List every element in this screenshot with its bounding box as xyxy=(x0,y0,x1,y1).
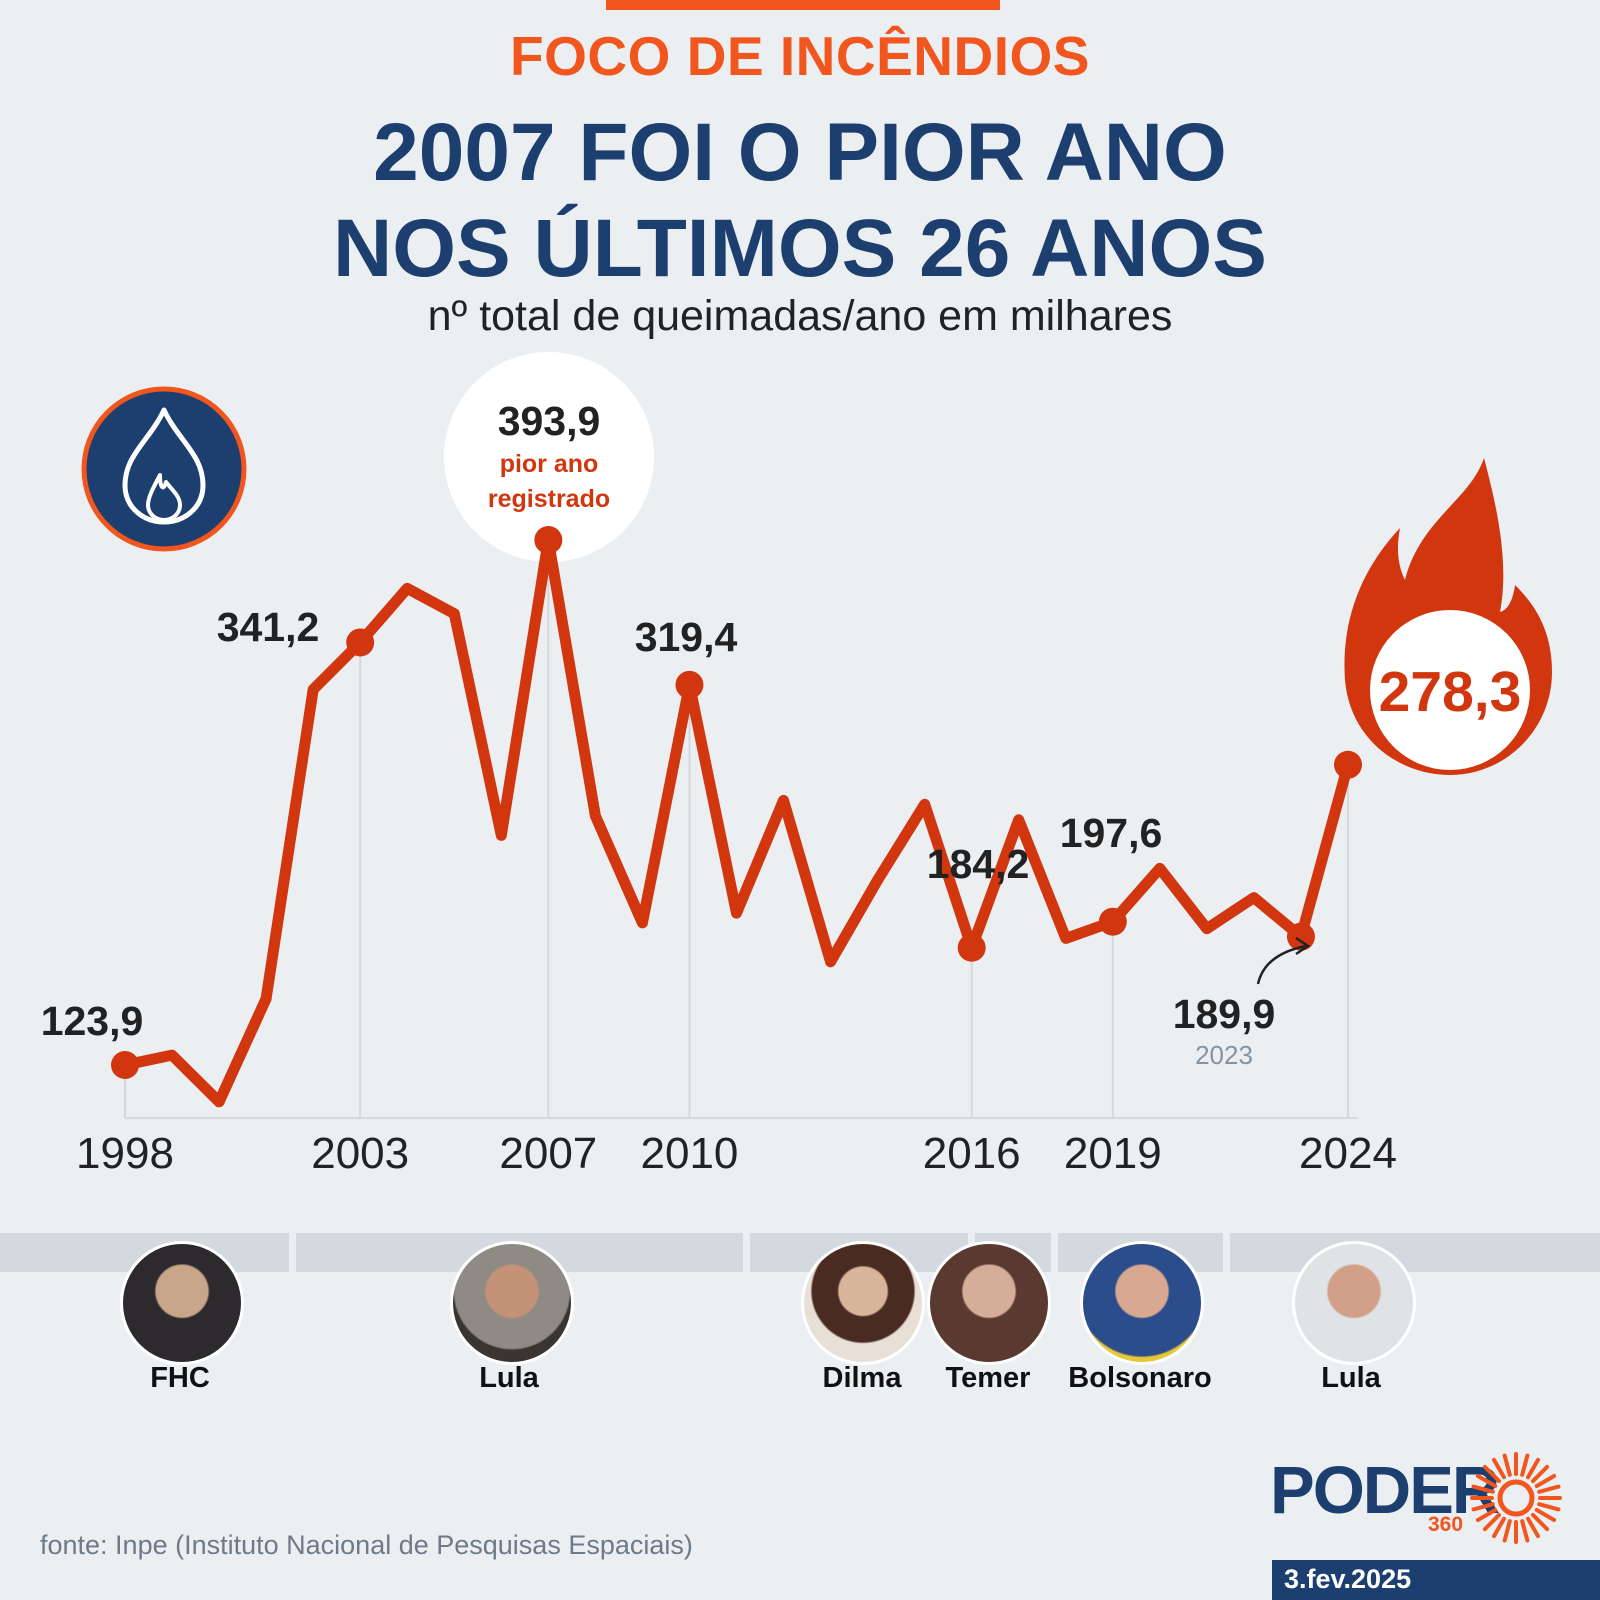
sun-ray xyxy=(1502,1453,1512,1477)
date-bar xyxy=(1272,1560,1600,1600)
avatar-dilma xyxy=(801,1241,925,1365)
label-2019: 197,6 xyxy=(1060,810,1163,856)
sun-ray xyxy=(1471,1502,1495,1512)
sun-ray xyxy=(1520,1519,1530,1543)
label-2007: 393,9 xyxy=(498,398,601,444)
fire-highlight-icon xyxy=(1344,458,1552,775)
gov-name-dilma: Dilma xyxy=(822,1362,902,1394)
x-tick-2024: 2024 xyxy=(1299,1129,1397,1178)
label-1998: 123,9 xyxy=(41,998,144,1044)
sun-ray xyxy=(1534,1508,1557,1522)
gov-name-bolsonaro: Bolsonaro xyxy=(1068,1362,1212,1394)
label-2007-note-1: pior ano xyxy=(500,450,599,478)
x-tick-2016: 2016 xyxy=(923,1129,1021,1178)
label-2003: 341,2 xyxy=(217,604,320,650)
chart-subtitle: nº total de queimadas/ano em milhares xyxy=(427,292,1173,340)
label-2007-note-2: registrado xyxy=(488,485,610,513)
x-tick-1998: 1998 xyxy=(76,1129,174,1178)
label-2016: 184,2 xyxy=(927,841,1030,887)
sun-ray xyxy=(1482,1512,1502,1532)
marker-2010 xyxy=(675,670,704,699)
gov-name-lula-1: Lula xyxy=(479,1362,539,1394)
headline-line-1: 2007 FOI O PIOR ANO xyxy=(373,107,1227,198)
gov-name-lula-2: Lula xyxy=(1321,1362,1381,1394)
avatar-lula-2 xyxy=(1292,1241,1416,1365)
gov-name-temer: Temer xyxy=(945,1362,1031,1394)
publish-date: 3.fev.2025 xyxy=(1284,1564,1412,1594)
sun-ray xyxy=(1520,1453,1530,1477)
poder360-logo: PODER xyxy=(1270,1452,1500,1529)
sun-ray xyxy=(1526,1516,1540,1539)
gov-bar-lula-2 xyxy=(1230,1233,1600,1272)
arrow-2023 xyxy=(1256,944,1307,985)
x-tick-2019: 2019 xyxy=(1064,1129,1162,1178)
avatar-fhc xyxy=(120,1241,244,1365)
logo-text: PODER xyxy=(1270,1453,1500,1528)
marker-2019 xyxy=(1098,907,1127,936)
sun-ray xyxy=(1471,1484,1495,1494)
marker-1998 xyxy=(111,1051,139,1079)
sun-ray xyxy=(1492,1516,1506,1539)
logo-number: 360 xyxy=(1428,1513,1464,1536)
top-accent-bar xyxy=(606,0,1000,10)
line-chart: 1998 2003 2007 2010 2016 2019 2024 123,9 341,2… xyxy=(41,352,1552,1178)
label-2023: 189,9 xyxy=(1173,991,1276,1037)
sun-ray xyxy=(1530,1512,1550,1532)
gov-name-fhc: FHC xyxy=(150,1362,210,1394)
source-note: fonte: Inpe (Instituto Nacional de Pesqu… xyxy=(40,1530,693,1560)
sun-ray xyxy=(1502,1519,1512,1543)
avatar-bolsonaro xyxy=(1080,1241,1204,1365)
sun-ray xyxy=(1482,1464,1502,1484)
sun-ray xyxy=(1492,1457,1506,1480)
x-tick-2003: 2003 xyxy=(311,1129,409,1178)
label-2010: 319,4 xyxy=(635,614,738,660)
sun-logo-icon xyxy=(1470,1452,1562,1544)
avatar-lula-1 xyxy=(450,1241,574,1365)
sun-ray xyxy=(1537,1484,1561,1494)
sun-ray xyxy=(1475,1474,1498,1488)
sun-ray xyxy=(1530,1464,1550,1484)
marker-2024 xyxy=(1334,750,1362,779)
sun-ray xyxy=(1475,1508,1498,1522)
sun-ray xyxy=(1526,1457,1540,1480)
label-2024: 278,3 xyxy=(1379,660,1522,724)
arrow-head-2023 xyxy=(1295,936,1311,956)
marker-2023 xyxy=(1286,922,1315,951)
grid xyxy=(124,540,1349,1118)
x-tick-2010: 2010 xyxy=(641,1129,739,1178)
marker-2007 xyxy=(534,526,563,554)
series-line xyxy=(119,534,1354,1108)
label-2023-year: 2023 xyxy=(1195,1040,1253,1070)
sun-ray xyxy=(1537,1502,1561,1512)
headline-line-2: NOS ÚLTIMOS 26 ANOS xyxy=(333,203,1267,294)
sun-ray xyxy=(1534,1474,1557,1488)
x-tick-2007: 2007 xyxy=(499,1129,597,1178)
kicker: FOCO DE INCÊNDIOS xyxy=(510,25,1090,87)
peak-label-bubble xyxy=(444,352,654,562)
marker-2016 xyxy=(957,933,986,962)
avatar-temer xyxy=(927,1241,1051,1365)
flame-badge-icon xyxy=(81,386,247,552)
marker-2003 xyxy=(346,628,375,657)
